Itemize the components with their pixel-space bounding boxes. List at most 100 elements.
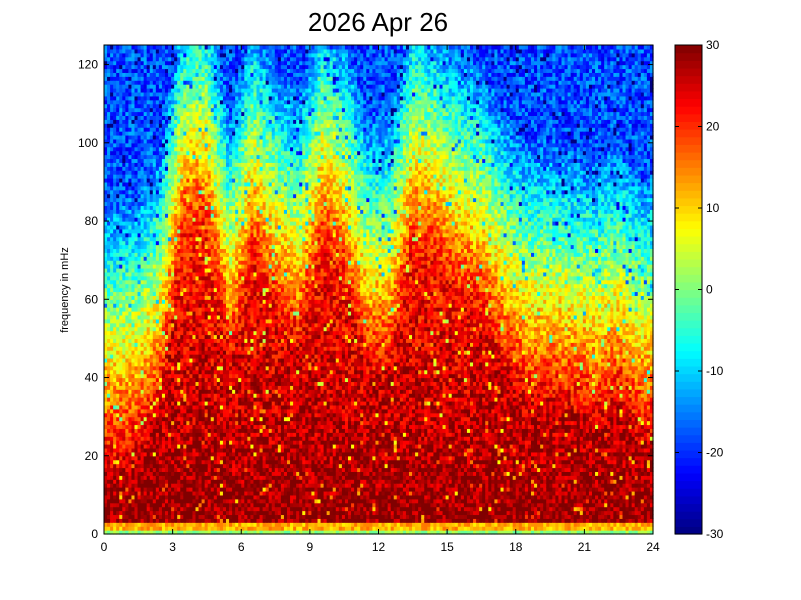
heatmap-cell [140, 393, 145, 398]
heatmap-cell [152, 150, 157, 156]
heatmap-cell [131, 514, 136, 519]
heatmap-cell [149, 115, 154, 120]
heatmap-cell [137, 518, 142, 523]
heatmap-cell [125, 197, 129, 203]
heatmap-cell [107, 291, 111, 296]
heatmap-cell [158, 299, 163, 304]
heatmap-cell [146, 267, 151, 273]
heatmap-cell [143, 150, 148, 156]
heatmap-cell [146, 248, 151, 253]
heatmap-cell [149, 408, 154, 414]
heatmap-cell [143, 385, 148, 390]
heatmap-cell [125, 311, 129, 316]
heatmap-cell [110, 311, 114, 316]
heatmap-cell [140, 314, 145, 320]
heatmap-cell [158, 369, 163, 375]
heatmap-cell [113, 111, 117, 117]
heatmap-cell [149, 76, 154, 81]
heatmap-cell [158, 526, 163, 531]
heatmap-cell [131, 459, 136, 465]
heatmap-cell [134, 346, 139, 351]
heatmap-cell [131, 146, 136, 152]
heatmap-cell [134, 475, 139, 480]
heatmap-cell [128, 522, 133, 527]
heatmap-cell [137, 318, 142, 324]
heatmap-cell [116, 232, 120, 238]
heatmap-cell [119, 264, 123, 269]
heatmap-cell [131, 213, 136, 218]
heatmap-cell [143, 279, 148, 285]
heatmap-cell [122, 350, 126, 355]
heatmap-cell [107, 369, 111, 375]
heatmap-cell [155, 451, 160, 457]
heatmap-cell [134, 526, 139, 531]
heatmap-cell [110, 56, 114, 62]
heatmap-cell [116, 432, 120, 437]
heatmap-cell [140, 138, 145, 144]
heatmap-cell [158, 283, 163, 289]
heatmap-cell [128, 131, 133, 136]
heatmap-cell [134, 314, 139, 320]
heatmap-cell [134, 48, 139, 54]
heatmap-cell [143, 397, 148, 402]
heatmap-cell [140, 178, 145, 183]
heatmap-cell [140, 213, 145, 218]
heatmap-cell [116, 377, 120, 383]
heatmap-cell [122, 447, 126, 453]
heatmap-cell [137, 354, 142, 359]
heatmap-cell [137, 271, 142, 277]
heatmap-cell [125, 432, 129, 437]
heatmap-cell [113, 264, 117, 269]
heatmap-cell [149, 158, 154, 163]
heatmap-cell [104, 134, 108, 140]
heatmap-cell [110, 76, 114, 81]
heatmap-cell [143, 330, 148, 336]
heatmap-cell [131, 103, 136, 109]
heatmap-cell [107, 408, 111, 414]
heatmap-cell [116, 420, 120, 426]
heatmap-cell [158, 303, 163, 308]
heatmap-cell [131, 494, 136, 500]
heatmap-cell [149, 436, 154, 441]
heatmap-cell [137, 205, 142, 210]
heatmap-cell [140, 162, 145, 167]
heatmap-cell [113, 260, 117, 265]
heatmap-cell [128, 487, 133, 492]
heatmap-cell [128, 260, 133, 265]
heatmap-cell [155, 498, 160, 504]
heatmap-cell [125, 451, 129, 457]
heatmap-cell [146, 283, 151, 289]
heatmap-cell [143, 123, 148, 128]
heatmap-cell [146, 123, 151, 128]
heatmap-cell [119, 111, 123, 117]
heatmap-cell [125, 115, 129, 120]
heatmap-cell [107, 248, 111, 253]
heatmap-cell [110, 369, 114, 375]
heatmap-cell [146, 131, 151, 136]
heatmap-cell [155, 295, 160, 300]
heatmap-cell [155, 490, 160, 496]
heatmap-cell [137, 60, 142, 66]
heatmap-cell [146, 80, 151, 85]
heatmap-cell [107, 451, 111, 457]
heatmap-cell [143, 346, 148, 351]
heatmap-cell [104, 256, 108, 261]
heatmap-cell [143, 134, 148, 140]
heatmap-cell [107, 174, 111, 179]
heatmap-cell [143, 103, 148, 109]
heatmap-cell [107, 404, 111, 410]
heatmap-cell [140, 475, 145, 480]
heatmap-cell [110, 498, 114, 504]
heatmap-cell [146, 357, 151, 363]
heatmap-cell [146, 530, 151, 535]
heatmap-cell [158, 471, 163, 476]
heatmap-cell [131, 318, 136, 324]
heatmap-cell [122, 162, 126, 167]
heatmap-cell [119, 252, 123, 257]
heatmap-cell [146, 115, 151, 120]
heatmap-cell [152, 318, 157, 324]
heatmap-cell [131, 256, 136, 261]
heatmap-cell [149, 416, 154, 422]
heatmap-cell [128, 463, 133, 469]
heatmap-cell [131, 111, 136, 117]
